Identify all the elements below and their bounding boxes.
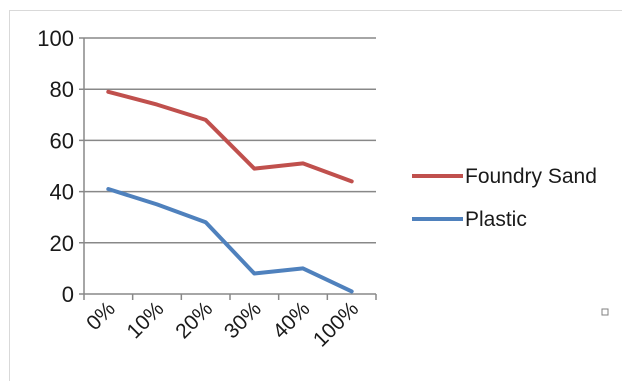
frame-left-edge: [9, 10, 10, 381]
legend-label-plastic: Plastic: [465, 208, 527, 231]
resize-handle[interactable]: [601, 308, 609, 316]
y-tick-label-40: 40: [50, 180, 74, 205]
frame-top-edge: [9, 10, 622, 11]
y-tick-label-80: 80: [50, 77, 74, 102]
y-tick-labels: 0 20 40 60 80 100: [37, 26, 74, 307]
series-line-foundry-sand: [106, 89, 354, 184]
legend-label-foundry-sand: Foundry Sand: [465, 165, 597, 188]
x-tick-label-1: 10%: [123, 297, 169, 343]
x-tick-label-0: 0%: [82, 297, 120, 335]
x-tick-label-4: 40%: [269, 297, 315, 343]
x-tick-label-2: 20%: [171, 297, 217, 343]
gridlines: [79, 37, 376, 295]
x-tick-labels: 0% 10% 20% 30% 40%100%: [82, 297, 363, 351]
y-tick-label-60: 60: [50, 128, 74, 153]
axes: [83, 38, 377, 300]
y-tick-label-100: 100: [37, 26, 74, 51]
series-lines: [106, 89, 354, 294]
x-tick-label-3: 30%: [220, 297, 266, 343]
y-tick-label-0: 0: [62, 282, 74, 307]
y-tick-label-20: 20: [50, 231, 74, 256]
series-line-plastic: [106, 187, 354, 294]
legend: Foundry Sand Plastic: [412, 165, 597, 231]
x-tick-label-5: 100%: [309, 297, 363, 351]
